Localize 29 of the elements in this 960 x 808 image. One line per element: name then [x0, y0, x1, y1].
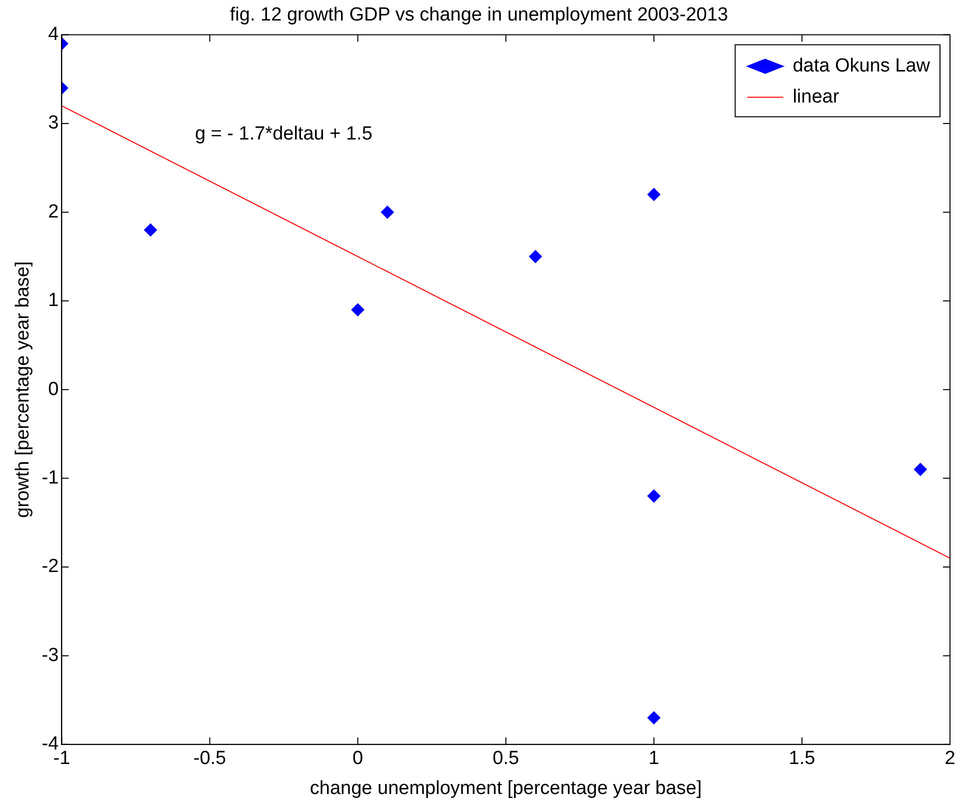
x-tick-label: 1.5: [788, 748, 816, 770]
point: [528, 250, 542, 264]
y-tick-label: -1: [42, 468, 59, 489]
point: [380, 206, 394, 219]
point: [144, 223, 158, 236]
x-tick-label: 2: [944, 748, 956, 770]
y-tick-label: -4: [42, 734, 60, 755]
y-tick-label: 4: [48, 24, 60, 46]
y-tick-label: 3: [48, 112, 59, 134]
y-tick-label: 2: [48, 201, 59, 222]
y-tick-label: 1: [48, 290, 59, 312]
x-tick-label: -0.5: [193, 748, 226, 770]
y-tick-label: -3: [42, 644, 59, 666]
y-tick-label: -2: [42, 556, 59, 578]
point: [647, 490, 660, 503]
x-tick-label: 1: [648, 748, 660, 770]
x-tick-label: 0.5: [492, 748, 520, 770]
chart-title: fig. 12 growth GDP vs change in unemployment 2003-2013: [230, 4, 728, 26]
x-tick-label: 0: [352, 748, 364, 770]
point: [647, 711, 660, 724]
y-tick-label: 0: [48, 378, 59, 400]
y-axis-title: growth [percentage year base]: [12, 261, 34, 518]
legend-label: data Okuns Law: [792, 56, 930, 77]
x-axis-title: change unemployment [percentage year base]: [310, 778, 702, 799]
point: [351, 303, 364, 316]
point: [914, 462, 927, 476]
point: [647, 188, 660, 201]
annotation: g = - 1.7*deltau + 1.5: [194, 123, 372, 144]
legend-label: linear: [792, 86, 840, 108]
